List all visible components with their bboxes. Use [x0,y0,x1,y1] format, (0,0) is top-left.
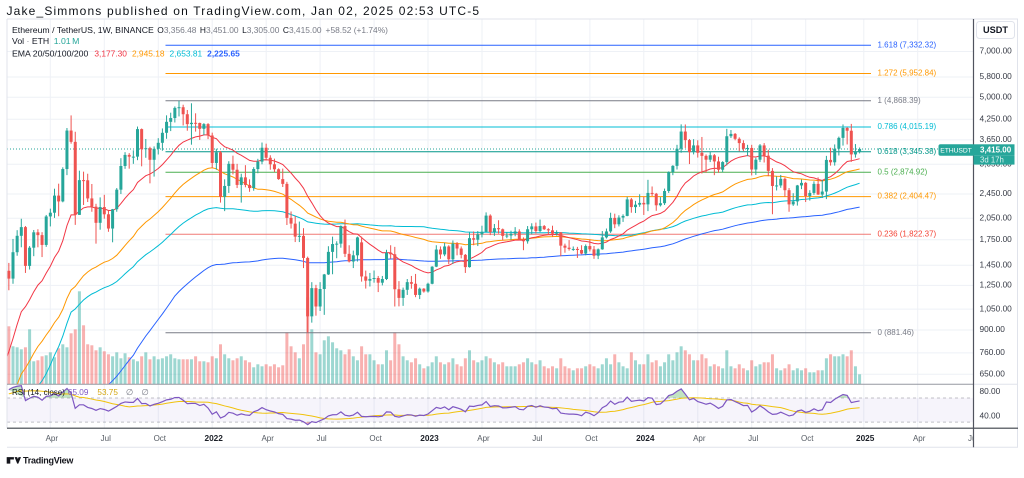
svg-text:USDT: USDT [983,25,1008,35]
svg-text:Jul: Jul [532,434,542,443]
svg-text:Jul: Jul [316,434,326,443]
svg-text:1.272 (5,952.84): 1.272 (5,952.84) [878,69,937,78]
svg-text:760.00: 760.00 [980,347,1006,357]
svg-text:Apr: Apr [46,434,59,443]
svg-text:5,000.00: 5,000.00 [980,91,1013,101]
svg-text:Jul: Jul [968,434,978,443]
svg-text:1,250.00: 1,250.00 [980,280,1013,290]
svg-text:3,650.00: 3,650.00 [980,134,1013,144]
svg-text:2025: 2025 [856,433,875,443]
svg-text:Oct: Oct [369,434,382,443]
svg-text:0.5 (2,874.92): 0.5 (2,874.92) [878,167,928,176]
svg-text:Oct: Oct [801,434,814,443]
svg-text:2022: 2022 [204,433,223,443]
svg-text:7,000.00: 7,000.00 [980,46,1013,56]
svg-text:Ethereum / TetherUS, 1W, BINAN: Ethereum / TetherUS, 1W, BINANCE O3,356.4… [12,25,388,35]
svg-text:0.236 (1,822.37): 0.236 (1,822.37) [878,229,937,238]
svg-text:Jul: Jul [748,434,758,443]
svg-text:1,750.00: 1,750.00 [980,234,1013,244]
svg-text:1,450.00: 1,450.00 [980,259,1013,269]
svg-text:TradingView: TradingView [23,455,74,465]
svg-text:Oct: Oct [585,434,598,443]
svg-text:3d 17h: 3d 17h [980,155,1004,164]
svg-text:Oct: Oct [154,434,167,443]
svg-text:650.00: 650.00 [980,368,1006,378]
svg-text:Jake_Simmons published on Trad: Jake_Simmons published on TradingView.co… [7,4,481,18]
svg-text:ETHUSDT: ETHUSDT [940,147,971,154]
svg-text:900.00: 900.00 [980,324,1006,334]
svg-text:3,415.00: 3,415.00 [980,146,1012,155]
svg-text:40.00: 40.00 [980,410,1001,420]
svg-text:Apr: Apr [913,434,926,443]
svg-text:80.00: 80.00 [980,386,1001,396]
svg-text:1 (4,868.39): 1 (4,868.39) [878,96,921,105]
svg-text:Apr: Apr [261,434,274,443]
svg-text:5,800.00: 5,800.00 [980,71,1013,81]
svg-text:0.786 (4,015.19): 0.786 (4,015.19) [878,122,937,131]
svg-text:1,050.00: 1,050.00 [980,303,1013,313]
svg-text:1.618 (7,332.32): 1.618 (7,332.32) [878,40,937,49]
svg-text:0.618 (3,345.38): 0.618 (3,345.38) [878,147,937,156]
svg-text:Jul: Jul [101,434,111,443]
svg-text:4,250.00: 4,250.00 [980,113,1013,123]
svg-text:2023: 2023 [420,433,439,443]
svg-text:2,050.00: 2,050.00 [980,212,1013,222]
svg-text:0.382 (2,404.47): 0.382 (2,404.47) [878,192,937,201]
svg-text:2,450.00: 2,450.00 [980,188,1013,198]
svg-text:0 (881.46): 0 (881.46) [878,328,915,337]
svg-text:Apr: Apr [693,434,706,443]
svg-text:2024: 2024 [636,433,655,443]
svg-text:Apr: Apr [477,434,490,443]
